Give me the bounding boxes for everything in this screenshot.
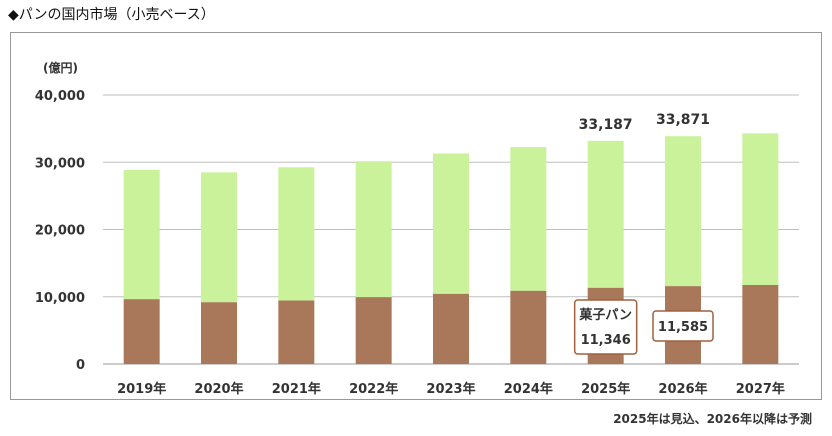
bar-segment-kashipan — [355, 297, 392, 364]
callout-value-label: 11,585 — [658, 320, 708, 335]
bar-segment-kashipan — [201, 302, 237, 364]
x-tick-label: 2025年 — [581, 381, 630, 397]
bar-segment-other — [665, 136, 701, 287]
y-tick-label: 40,000 — [35, 89, 85, 104]
bar-segment-kashipan — [742, 284, 779, 364]
market-chart: 0 10,000 20,000 30,000 40,000 (億円) 2019年 2020年 2… — [35, 60, 799, 397]
bar-segment-kashipan — [510, 290, 547, 364]
x-tick-label: 2023年 — [426, 381, 475, 397]
x-tick-label: 2021年 — [272, 381, 321, 397]
callout-series-label: 菓子パン — [578, 307, 632, 323]
y-tick-label: 20,000 — [35, 224, 85, 239]
bar-segment-kashipan — [123, 299, 160, 364]
y-tick-label: 30,000 — [35, 156, 85, 171]
bar-segment-other — [278, 167, 315, 301]
y-unit-label: (億円) — [43, 60, 78, 75]
bar-segment-other — [587, 140, 624, 288]
bar-segment-other — [433, 153, 469, 294]
x-tick-label: 2027年 — [736, 381, 785, 397]
callout-box — [573, 299, 638, 355]
x-tick-label: 2026年 — [658, 381, 707, 397]
total-value-label: 33,871 — [656, 112, 710, 128]
page-title: ◆パンの国内市場（小売ベース） — [8, 7, 215, 23]
chart-frame: 0 10,000 20,000 30,000 40,000 (億円) 2019年 2020年 2… — [10, 32, 822, 400]
footnote: 2025年は見込、2026年以降は予測 — [613, 412, 812, 426]
bar-segment-other — [123, 169, 160, 300]
y-tick-label: 0 — [76, 358, 85, 373]
x-tick-label: 2024年 — [504, 381, 553, 397]
callout-box — [652, 310, 714, 342]
bar-segment-kashipan — [433, 293, 469, 364]
x-tick-label: 2022年 — [349, 381, 398, 397]
bar-segment-other — [201, 172, 237, 303]
bar-segment-kashipan — [278, 300, 315, 364]
x-tick-label: 2020年 — [194, 381, 243, 397]
x-tick-label: 2019年 — [117, 381, 166, 397]
y-tick-label: 10,000 — [35, 291, 85, 306]
bar-segment-other — [355, 161, 392, 298]
callout-value-label: 11,346 — [581, 333, 631, 348]
total-value-label: 33,187 — [579, 117, 633, 133]
bar-segment-other — [742, 133, 779, 285]
bar-segment-other — [510, 147, 547, 291]
